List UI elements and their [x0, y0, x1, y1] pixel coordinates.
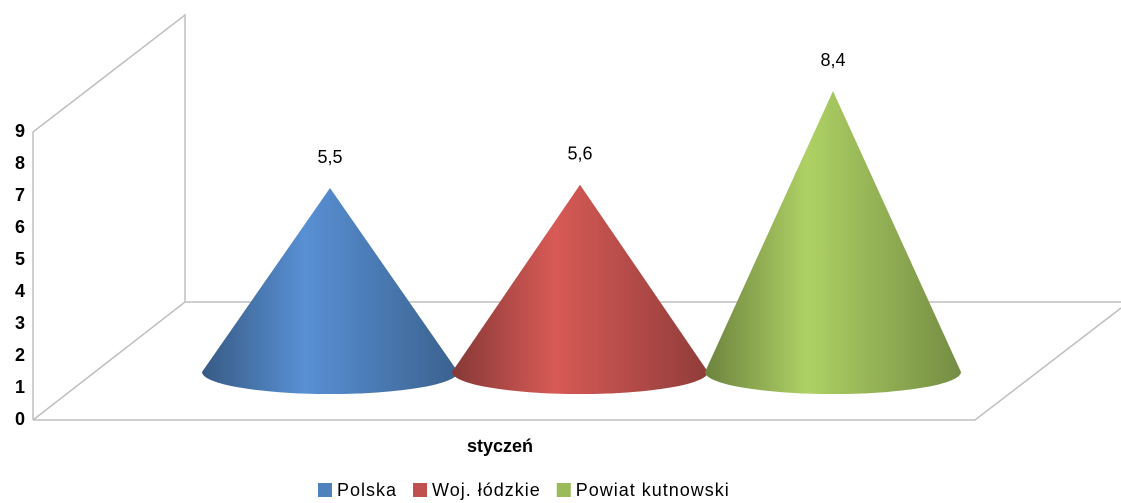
y-tick-label: 3 — [15, 313, 25, 333]
y-tick-label: 2 — [15, 345, 25, 365]
y-tick-label: 6 — [15, 217, 25, 237]
value-label: 8,4 — [820, 50, 845, 70]
cone — [202, 188, 458, 394]
legend-label: Polska — [337, 480, 397, 500]
back-wall — [32, 13, 186, 421]
legend-label: Powiat kutnowski — [576, 480, 730, 500]
y-tick-label: 4 — [15, 281, 25, 301]
legend-swatch — [318, 483, 332, 497]
y-tick-label: 9 — [15, 121, 25, 141]
y-tick-label: 7 — [15, 185, 25, 205]
y-tick-label: 8 — [15, 153, 25, 173]
y-tick-label: 5 — [15, 249, 25, 269]
value-label: 5,6 — [567, 143, 592, 163]
legend-swatch — [556, 483, 571, 497]
y-tick-label: 1 — [15, 377, 25, 397]
x-tick-label: styczeń — [467, 436, 533, 456]
legend-swatch — [413, 483, 428, 497]
y-tick-label: 0 — [15, 409, 25, 429]
floor-front-edge — [33, 307, 1121, 421]
cone — [452, 184, 708, 394]
legend-label: Woj. łódzkie — [432, 480, 541, 500]
cone — [705, 91, 961, 395]
value-label: 5,5 — [317, 147, 342, 167]
